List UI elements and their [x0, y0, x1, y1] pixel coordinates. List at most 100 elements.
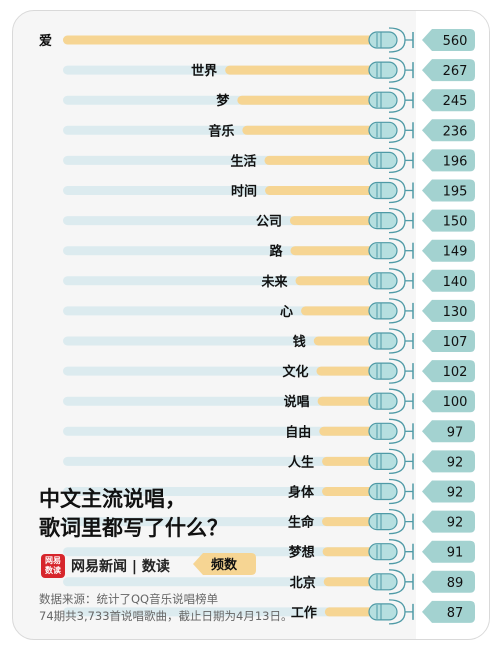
category-label: 身体 — [288, 485, 315, 501]
bar — [313, 336, 377, 346]
bar — [322, 456, 377, 466]
microphone-icon — [368, 207, 414, 234]
microphone-icon — [368, 328, 414, 354]
value-badge — [422, 119, 475, 142]
bar-track — [63, 306, 373, 316]
bar — [324, 607, 377, 617]
bar — [317, 396, 377, 406]
legend-frequency-label: 频数 — [211, 558, 238, 573]
category-label: 生命 — [288, 515, 315, 531]
bar — [322, 517, 377, 527]
legend-frequency: 频数 — [193, 551, 257, 577]
microphone-icon — [368, 599, 414, 625]
chart-title: 中文主流说唱， 歌词里都写了什么？ — [39, 485, 279, 543]
brand: 网易 数读 网易新闻 | 数读 — [41, 553, 170, 579]
value-label: 130 — [443, 305, 468, 320]
category-label: 自由 — [285, 424, 311, 440]
bar — [316, 366, 377, 376]
value-label: 195 — [443, 185, 468, 200]
category-label: 梦想 — [289, 545, 315, 561]
category-label: 生活 — [230, 153, 256, 169]
value-label: 102 — [443, 365, 468, 380]
netease-news-logo: 网易 数读 — [41, 554, 65, 578]
microphone-icon — [368, 539, 414, 565]
bar — [63, 35, 377, 45]
microphone-icon — [368, 388, 414, 414]
value-badge — [422, 149, 475, 172]
microphone-icon — [368, 57, 414, 83]
category-label: 未来 — [260, 274, 288, 290]
bar — [322, 487, 377, 496]
bar — [301, 306, 377, 316]
value-label: 97 — [447, 425, 464, 440]
category-label: 钱 — [293, 334, 306, 350]
value-label: 89 — [447, 576, 464, 591]
value-badge — [422, 179, 475, 202]
value-label: 92 — [447, 455, 464, 470]
bar — [289, 216, 377, 226]
value-badge — [422, 59, 475, 82]
category-label: 公司 — [256, 215, 282, 230]
bar-chart: 爱 560 世界 267 梦 245 音乐 236 生活 196 时间 195 公司 150 路 149 未来 1… — [39, 27, 475, 625]
bar-track — [63, 366, 373, 376]
value-column-background — [416, 11, 489, 639]
category-label: 文化 — [283, 364, 309, 380]
bar — [264, 155, 377, 165]
value-badge — [422, 540, 475, 563]
bar — [225, 65, 377, 75]
category-label: 世界 — [191, 63, 217, 79]
value-badge — [422, 480, 475, 503]
value-badge — [422, 450, 475, 473]
microphone-icon — [368, 298, 414, 324]
value-label: 245 — [443, 94, 468, 109]
category-label: 爱 — [39, 33, 52, 49]
microphone-icon — [368, 268, 414, 294]
value-label: 560 — [443, 34, 468, 49]
bar-track — [63, 426, 373, 436]
bar-track — [63, 276, 373, 286]
bar-track — [63, 336, 373, 346]
value-badge — [422, 269, 475, 292]
microphone-icon — [368, 478, 414, 505]
bar-track — [63, 517, 373, 527]
category-label: 人生 — [288, 454, 314, 470]
value-label: 150 — [443, 215, 468, 230]
microphone-icon — [368, 117, 414, 143]
bar-track — [63, 487, 373, 496]
chart-title-line: 中文主流说唱， — [39, 487, 186, 511]
bar — [265, 186, 377, 195]
legend-badge-icon — [193, 553, 256, 575]
value-badge — [422, 299, 475, 322]
bar — [237, 95, 377, 105]
microphone-icon — [368, 147, 414, 174]
value-badge — [422, 420, 475, 443]
value-badge — [422, 209, 475, 232]
value-label: 91 — [447, 546, 464, 561]
value-badge — [422, 239, 475, 262]
category-label: 北京 — [290, 575, 316, 591]
bar-track — [63, 456, 373, 466]
bar — [322, 547, 377, 557]
value-label: 92 — [447, 486, 464, 501]
category-label: 梦 — [216, 93, 230, 109]
chart-title-line: 歌词里都写了什么？ — [39, 516, 228, 540]
bar — [290, 246, 377, 256]
value-badge — [422, 510, 475, 533]
bar-track — [63, 396, 373, 406]
value-badge — [422, 89, 475, 112]
value-label: 236 — [443, 124, 468, 139]
brand-name: 网易新闻 | 数读 — [71, 559, 170, 575]
microphone-icon — [368, 508, 414, 535]
value-label: 107 — [443, 335, 468, 350]
category-label: 路 — [270, 244, 284, 260]
category-label: 说唱 — [284, 394, 310, 410]
microphone-icon — [368, 448, 414, 475]
bar — [295, 276, 377, 286]
bar-track — [63, 547, 373, 557]
category-label: 音乐 — [208, 123, 234, 139]
microphone-icon — [368, 87, 414, 113]
value-badge — [422, 360, 475, 383]
microphone-icon — [368, 418, 414, 444]
bar — [323, 577, 377, 587]
value-label: 149 — [443, 245, 468, 260]
